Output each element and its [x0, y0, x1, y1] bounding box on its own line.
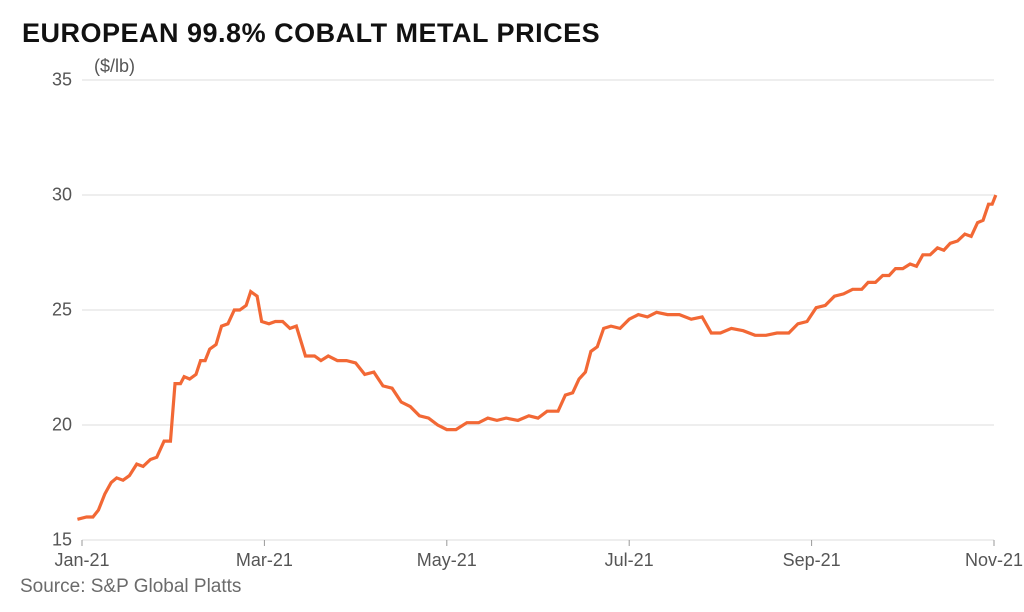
y-tick-label: 30 — [52, 185, 82, 206]
y-tick-label: 35 — [52, 70, 82, 91]
y-tick-label: 20 — [52, 415, 82, 436]
x-tick-label: Sep-21 — [783, 540, 841, 571]
chart-title: EUROPEAN 99.8% COBALT METAL PRICES — [22, 18, 1008, 49]
chart-svg — [82, 80, 994, 554]
x-tick-label: Nov-21 — [965, 540, 1023, 571]
chart-container: EUROPEAN 99.8% COBALT METAL PRICES ($/lb… — [0, 0, 1024, 612]
x-tick-label: Jul-21 — [605, 540, 654, 571]
x-tick-label: May-21 — [417, 540, 477, 571]
x-tick-label: Mar-21 — [236, 540, 293, 571]
source-attribution: Source: S&P Global Platts — [20, 576, 241, 598]
plot-area: 1520253035Jan-21Mar-21May-21Jul-21Sep-21… — [82, 80, 994, 540]
y-axis-label: ($/lb) — [94, 56, 135, 77]
price-line — [77, 195, 995, 519]
x-tick-label: Jan-21 — [54, 540, 109, 571]
y-tick-label: 25 — [52, 300, 82, 321]
